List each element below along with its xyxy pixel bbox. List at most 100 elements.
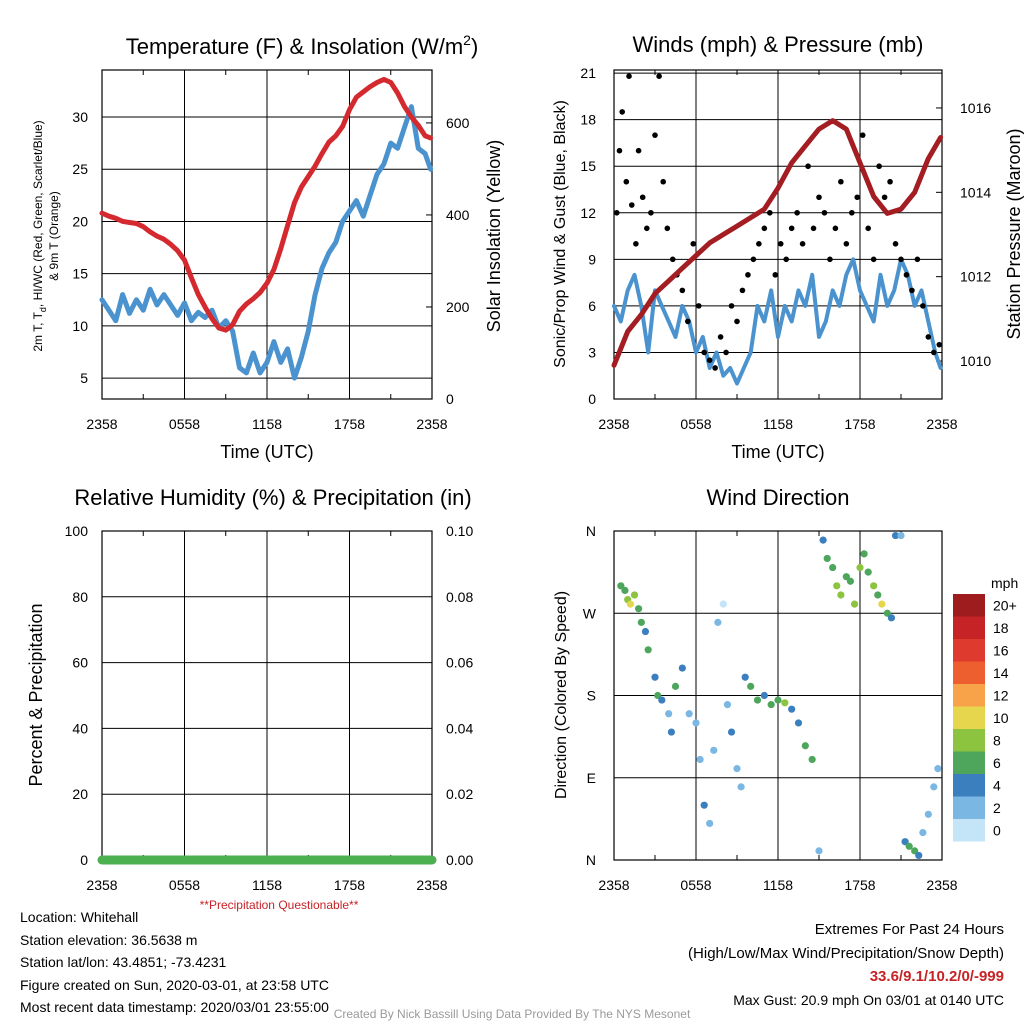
- wind-direction-point: [829, 563, 837, 572]
- wind-direction-point: [819, 536, 827, 544]
- humidity-x-tick-label: 1158: [252, 877, 282, 893]
- winds-gust-point: [821, 209, 828, 216]
- winds-gust-point: [685, 318, 691, 325]
- winds-gust-point: [920, 303, 926, 309]
- temperature-y2-tick-label: 0: [446, 391, 454, 407]
- wind-direction-point: [801, 742, 809, 750]
- temperature-y-tick-label: 15: [72, 266, 88, 282]
- winds-x-tick-label: 0558: [680, 416, 711, 432]
- winds-gust-point: [633, 241, 639, 247]
- wind-direction-point: [741, 673, 749, 681]
- temperature-y2-tick-label: 600: [446, 115, 470, 131]
- wind-direction-legend-label: 20+: [993, 597, 1017, 613]
- wind-direction-point: [637, 618, 645, 626]
- winds-y-tick-label: 12: [580, 205, 596, 221]
- humidity-x-tick-label: 2358: [86, 877, 117, 893]
- wind-direction-point: [635, 605, 643, 613]
- temperature-series-line: [99, 104, 434, 381]
- wind-direction-point: [934, 765, 942, 773]
- winds-y-tick-label: 21: [580, 65, 596, 81]
- wind-direction-point: [887, 614, 896, 622]
- wind-direction-y-tick-label: N: [586, 523, 596, 539]
- humidity-y2-tick-label: 0.04: [446, 720, 473, 736]
- winds-gust-point: [887, 178, 893, 185]
- max-gust-text: Max Gust: 20.9 mph On 03/01 at 0140 UTC: [733, 991, 1004, 1008]
- wind-direction-legend-swatch: [953, 729, 985, 752]
- winds-gust-point: [626, 73, 632, 80]
- wind-direction-x-tick-label: 1758: [844, 877, 875, 893]
- wind-direction-point: [915, 851, 923, 860]
- winds-gust-point: [723, 349, 729, 356]
- humidity-y-tick-label: 20: [72, 786, 88, 802]
- humidity-y2-tick-label: 0.00: [446, 852, 473, 868]
- winds-gust-point: [892, 241, 899, 247]
- winds-y2-tick-label: 1016: [960, 100, 991, 116]
- temperature-x-tick-label: 2358: [86, 416, 117, 432]
- wind-direction-point: [685, 710, 693, 718]
- humidity-y-tick-label: 0: [80, 852, 88, 868]
- humidity-y2-tick-label: 0.10: [446, 523, 473, 539]
- winds-gust-point: [745, 272, 751, 278]
- wind-direction-point: [837, 591, 845, 599]
- temperature-title: Temperature (F) & Insolation (W/m2): [126, 32, 479, 59]
- wind-direction-legend-swatch: [953, 594, 985, 617]
- winds-gust-point: [827, 256, 833, 263]
- winds-gust-point: [664, 225, 671, 232]
- wind-direction-legend-swatch: [953, 706, 985, 729]
- wind-direction-point: [678, 664, 686, 672]
- temperature-y-axis-label-line2: & 9m T (Orange): [47, 191, 61, 281]
- temperature-y2-axis-label: Solar Insolation (Yellow): [484, 140, 504, 332]
- winds-gust-point: [816, 194, 822, 201]
- winds-gust-point: [925, 334, 932, 340]
- wind-direction-legend-label: 10: [993, 710, 1009, 726]
- temperature-y-axis-label: 2m T, Td, HI/WC (Red, Green, Scarlet/Blu…: [31, 120, 48, 351]
- wind-direction-point: [737, 783, 745, 791]
- winds-x-tick-label: 1158: [763, 416, 793, 432]
- winds-y-axis-label: Sonic/Prop Wind & Gust (Blue, Black): [552, 100, 569, 368]
- wind-direction-point: [753, 696, 762, 704]
- winds-gust-point: [619, 109, 625, 115]
- wind-direction-point: [665, 710, 673, 718]
- wind-direction-point: [723, 701, 732, 709]
- wind-direction-point: [919, 828, 927, 837]
- wind-direction-point: [667, 728, 676, 736]
- winds-gust-point: [679, 287, 686, 294]
- humidity-precip-annotation: **Precipitation Questionable**: [200, 898, 359, 912]
- wind-direction-point: [794, 719, 803, 727]
- winds-gust-point: [832, 225, 839, 232]
- temperature-y2-tick-label: 200: [446, 299, 470, 315]
- wind-direction-point: [874, 591, 882, 599]
- winds-gust-point: [734, 318, 740, 325]
- wind-direction-point: [815, 847, 823, 855]
- winds-gust-point: [695, 303, 702, 309]
- wind-direction-point: [891, 531, 900, 540]
- winds-gust-point: [914, 256, 921, 263]
- wind-direction-y-tick-label: W: [583, 605, 597, 621]
- winds-gust-point: [859, 132, 866, 138]
- winds-gust-point: [623, 178, 630, 185]
- temperature-x-axis-label: Time (UTC): [220, 442, 313, 462]
- wind-direction-legend-label: 16: [993, 642, 1009, 658]
- wind-direction-point: [719, 600, 727, 608]
- humidity-y-tick-label: 60: [72, 655, 88, 671]
- wind-direction-legend-swatch: [953, 819, 985, 842]
- wind-direction-point: [878, 600, 886, 608]
- winds-gust-point: [660, 178, 666, 185]
- wind-direction-point: [808, 755, 816, 764]
- temperature-y-tick-label: 25: [72, 161, 88, 177]
- winds-y-tick-label: 3: [588, 344, 596, 360]
- wind-direction-point: [760, 691, 768, 700]
- wind-direction-point: [856, 563, 864, 572]
- winds-gust-point: [717, 334, 724, 340]
- wind-direction-x-tick-label: 1158: [763, 877, 793, 893]
- winds-gust-point: [635, 147, 642, 154]
- temperature-x-tick-label: 1758: [334, 416, 365, 432]
- winds-y-tick-label: 0: [588, 391, 596, 407]
- winds-gust-point: [876, 163, 882, 170]
- wind-direction-point: [846, 577, 855, 585]
- wind-direction-point: [644, 646, 652, 654]
- wind-direction-point: [658, 696, 666, 704]
- winds-gust-point: [854, 194, 861, 201]
- wind-direction-point: [714, 618, 722, 626]
- wind-direction-point: [788, 705, 796, 713]
